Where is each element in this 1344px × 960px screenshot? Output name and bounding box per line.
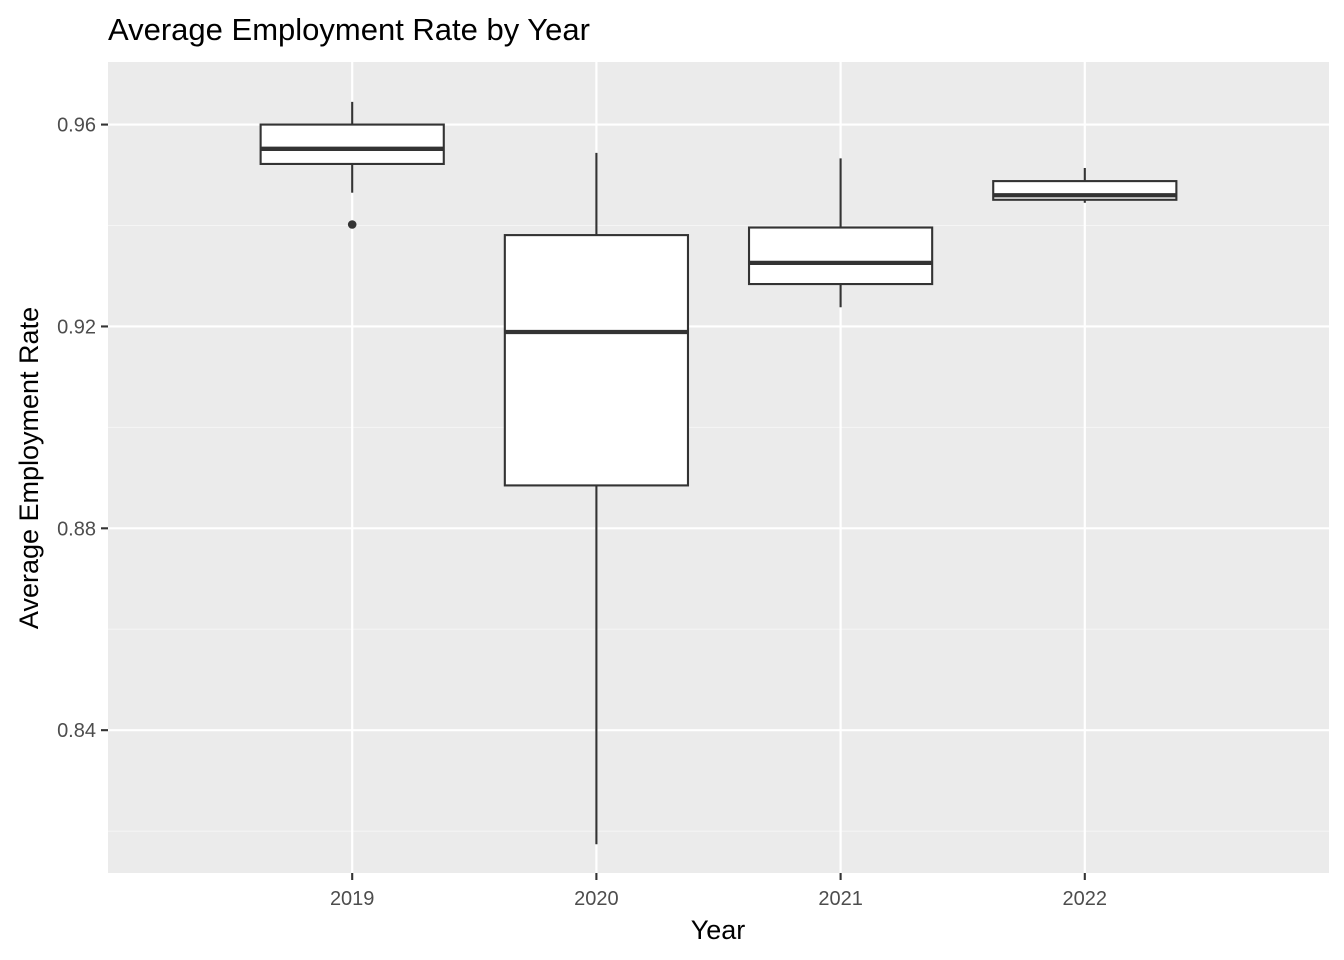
x-tick-label: 2020 [574, 888, 619, 910]
y-axis: 0.84 0.88 0.92 0.96 [57, 115, 108, 742]
box [503, 234, 690, 487]
chart-title: Average Employment Rate by Year [108, 12, 590, 47]
boxplots [259, 101, 1178, 845]
y-tick-label: 0.92 [57, 316, 96, 338]
x-axis-title: Year [691, 915, 746, 945]
boxplot-2019 [259, 101, 445, 229]
outlier-point [347, 220, 357, 229]
x-tick-label: 2019 [330, 888, 375, 910]
box [747, 226, 934, 286]
y-tick-label: 0.96 [57, 115, 96, 137]
boxplot-2021 [747, 158, 934, 308]
y-tick-label: 0.88 [57, 518, 96, 540]
x-tick-label: 2021 [818, 888, 863, 910]
box [259, 123, 445, 165]
boxplot-2020 [503, 152, 690, 845]
x-tick-label: 2022 [1063, 888, 1108, 910]
boxplot-2022 [992, 167, 1178, 203]
y-tick-label: 0.84 [57, 720, 96, 742]
y-axis-title: Average Employment Rate [14, 307, 44, 629]
x-axis: 2019 2020 2021 2022 [330, 873, 1107, 910]
